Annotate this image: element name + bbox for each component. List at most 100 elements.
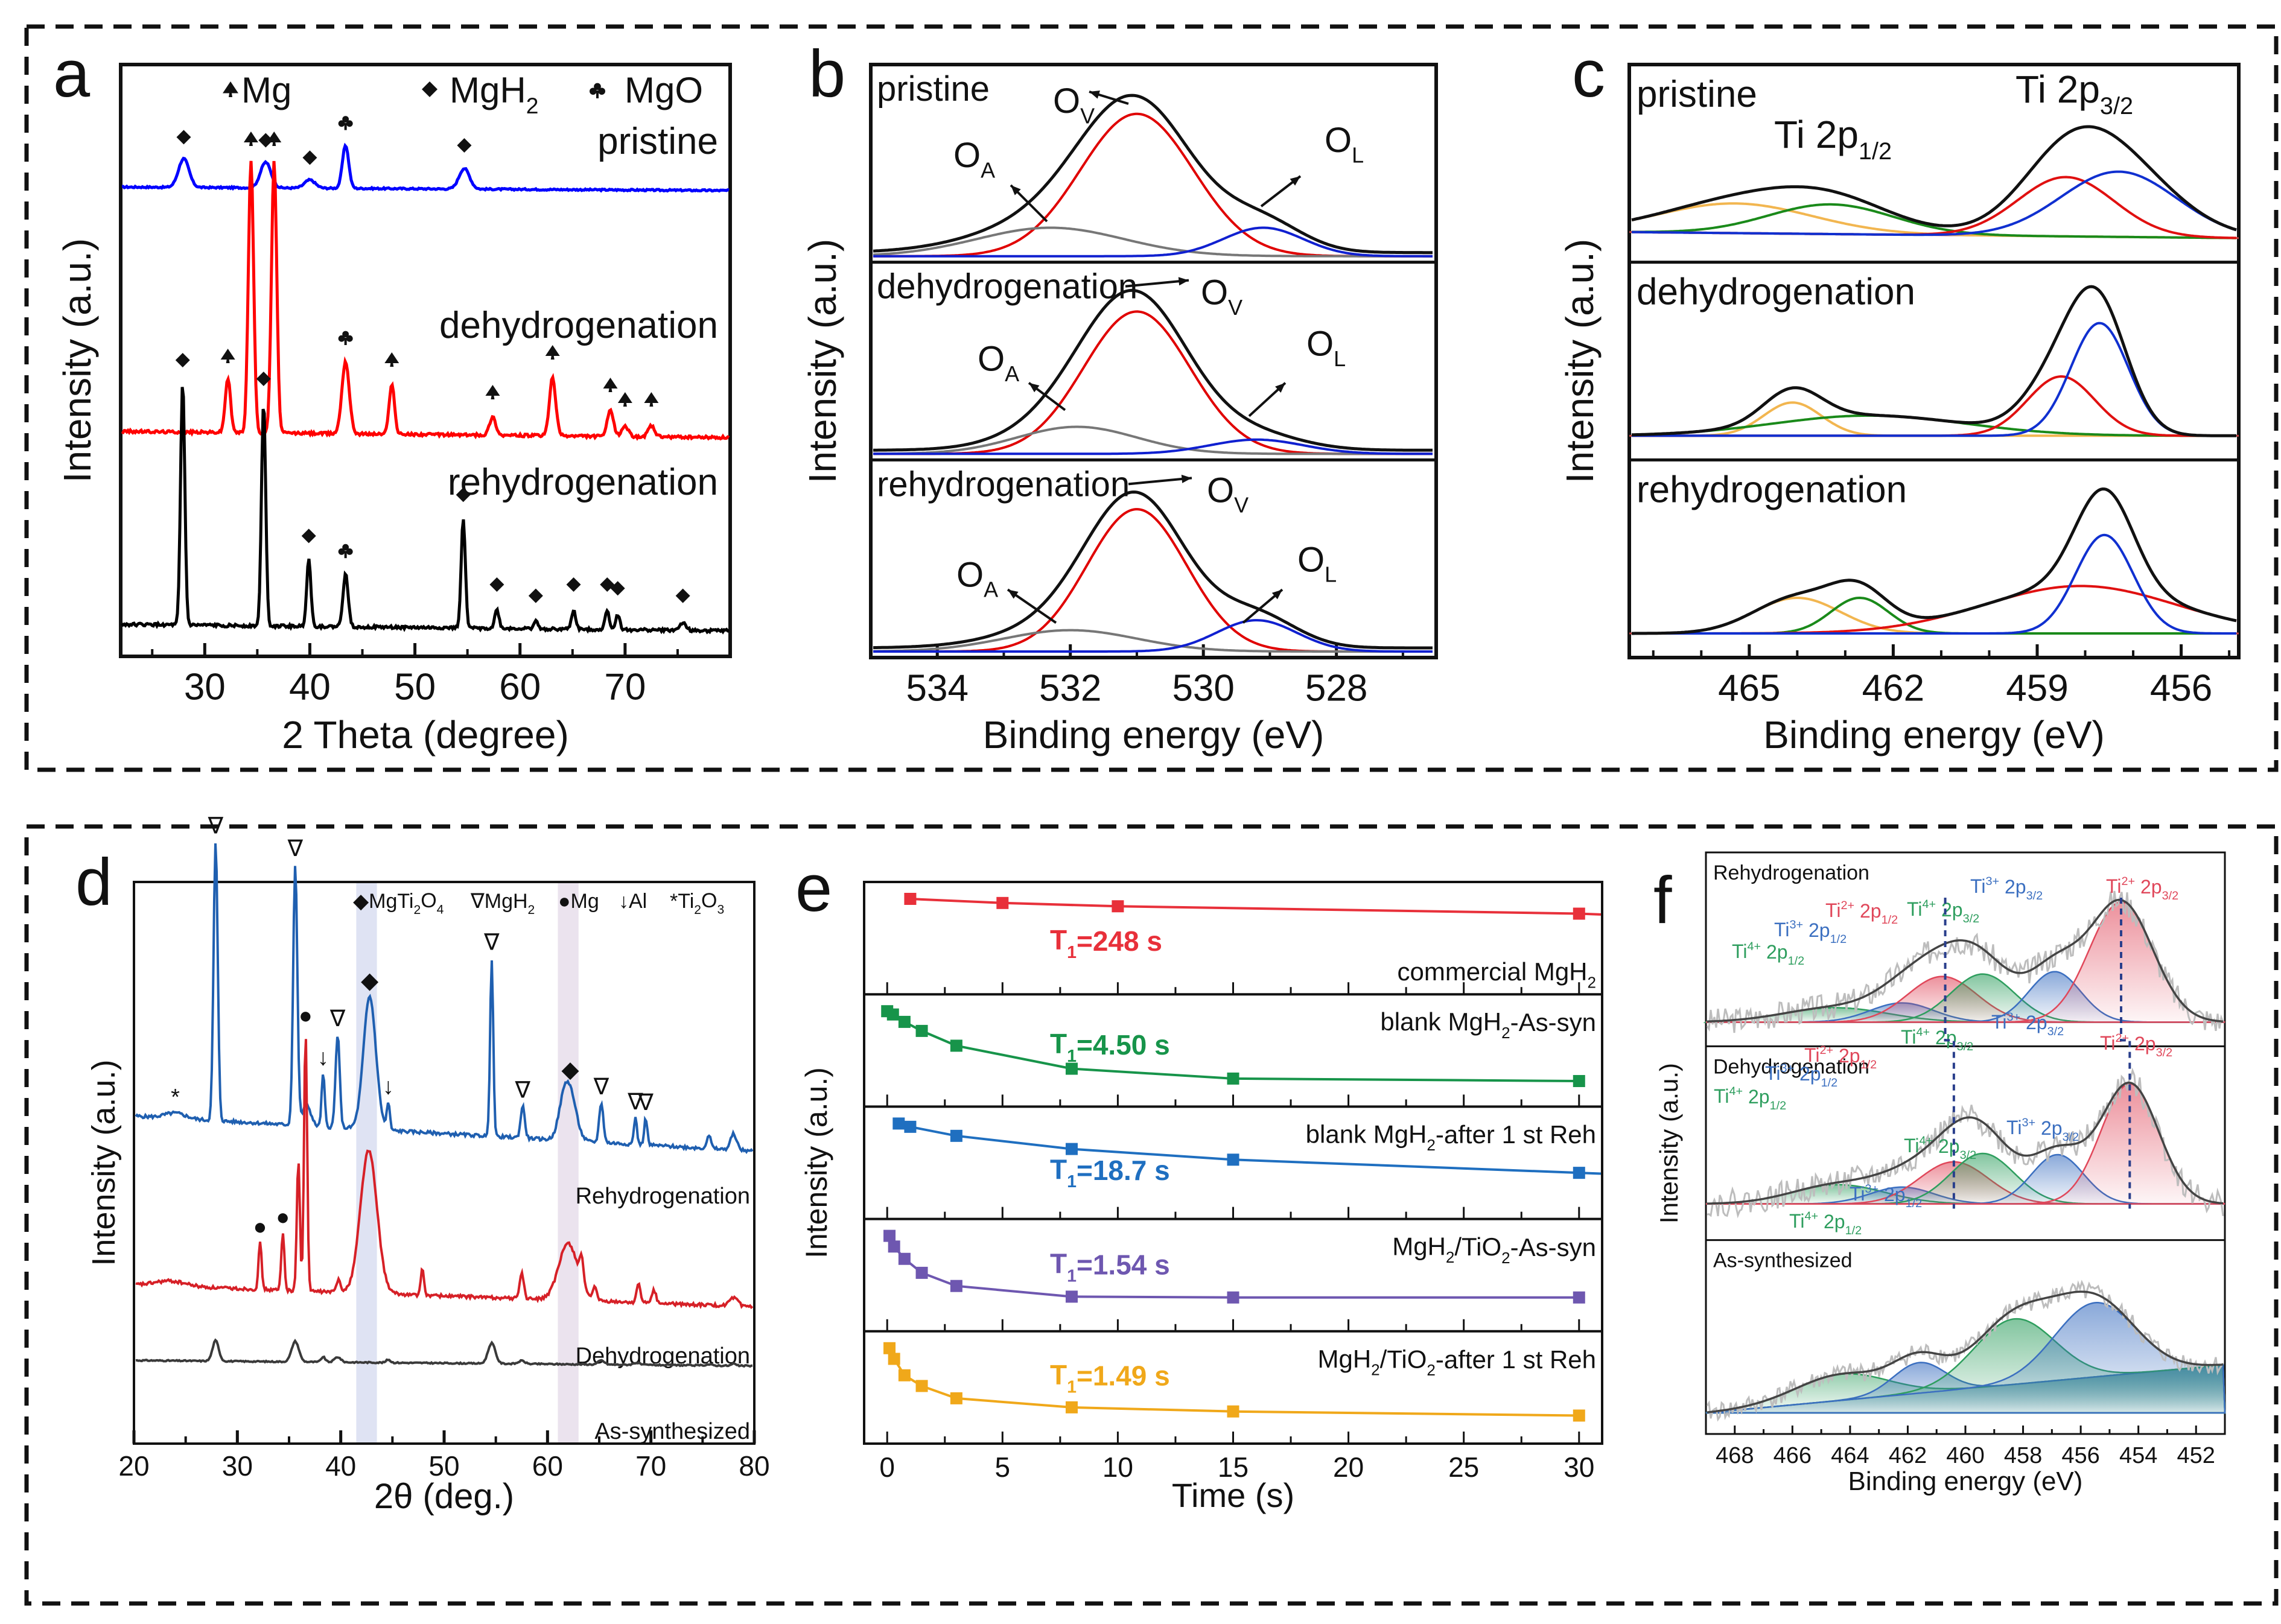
t1-label: T1=1.49 s xyxy=(1050,1359,1170,1397)
x-tick-label: 532 xyxy=(1039,667,1101,709)
y-axis-title: Intensity (a.u.) xyxy=(1558,239,1602,484)
annotation-OV: OV xyxy=(1207,471,1249,517)
peak-label: Ti3+ 2p1/2 xyxy=(1850,1182,1922,1210)
peak-label-part: 2+ xyxy=(1819,1044,1833,1057)
envelope-fit xyxy=(1707,1081,2224,1205)
data-point xyxy=(888,1353,900,1365)
data-point xyxy=(1227,1072,1239,1085)
envelope-fit xyxy=(1632,487,2237,635)
annotation-OL-part: O xyxy=(1325,121,1352,160)
peak-label-part: 1/2 xyxy=(1821,1076,1838,1090)
x-axis-title: Binding energy (eV) xyxy=(1848,1467,2083,1496)
x-tick-label: 60 xyxy=(532,1450,563,1482)
series-label-pristine: pristine xyxy=(597,121,718,162)
annotation-OV-part: V xyxy=(1234,493,1249,518)
annotation-ti2p12-part: 1/2 xyxy=(1859,138,1892,165)
diamond-marker-icon xyxy=(302,150,317,165)
x-tick-label: 25 xyxy=(1448,1451,1479,1483)
peak-marker-icon: ● xyxy=(276,1205,290,1230)
legend-ti2o3: *Ti2O3 xyxy=(670,889,724,917)
club-marker-icon xyxy=(344,551,347,559)
peak-label: Ti2+ 2p3/2 xyxy=(2100,1032,2172,1059)
peak-label-part: 1/2 xyxy=(1770,1099,1787,1112)
t1-label-part: =1.54 s xyxy=(1077,1249,1170,1280)
panel-label-d: d xyxy=(75,845,112,919)
envelope-fit xyxy=(1707,1290,2224,1413)
peak-label-part: 3/2 xyxy=(1963,912,1980,925)
series-label-part: blank MgH xyxy=(1306,1120,1427,1148)
series-label: blank MgH2-As-syn xyxy=(1380,1007,1596,1042)
series-label-dehydrogenation: dehydrogenation xyxy=(439,305,718,346)
x-axis-title: Binding energy (eV) xyxy=(983,713,1325,756)
club-marker-icon xyxy=(342,116,349,123)
peak-marker-icon: ↓ xyxy=(383,1074,394,1099)
diamond-marker-icon xyxy=(457,138,472,153)
x-tick-label: 50 xyxy=(428,1450,459,1482)
highlight-band xyxy=(558,882,579,1444)
data-point xyxy=(1227,1291,1239,1304)
subplot-label: dehydrogenation xyxy=(1637,271,1915,313)
subplot-label: dehydrogenation xyxy=(877,267,1137,306)
legend-ti2o3-part: *Ti xyxy=(670,890,694,913)
peak-label: Ti3+ 2p3/2 xyxy=(1991,1010,2064,1038)
peak-label-part: Ti xyxy=(1774,919,1789,940)
legend-mgh2-part: ∇MgH xyxy=(470,890,528,913)
peak-label-part: 2p xyxy=(1854,900,1881,922)
series-label: MgH2/TiO2-after 1 st Reh xyxy=(1317,1345,1596,1379)
peak-label-part: 2p xyxy=(1833,1045,1860,1067)
club-marker-icon xyxy=(346,548,353,555)
peak-label-part: 1/2 xyxy=(1882,913,1898,927)
legend-mgh2-part: 2 xyxy=(526,93,539,118)
data-point xyxy=(915,1266,928,1279)
x-tick-label: 462 xyxy=(1889,1443,1927,1468)
t1-label-part: =4.50 s xyxy=(1077,1029,1170,1061)
diamond-marker-icon xyxy=(528,588,543,603)
x-tick-label: 454 xyxy=(2119,1443,2157,1468)
arrowhead-icon xyxy=(1008,589,1019,599)
subplot-label: Dehydrogenation xyxy=(1713,1055,1869,1078)
series-label-part: /TiO xyxy=(1380,1345,1427,1373)
peak-label-part: 2+ xyxy=(2115,1032,2129,1045)
peak-label-part: Ti xyxy=(1804,1044,1819,1066)
peak-label: Ti4+ 2p1/2 xyxy=(1732,940,1804,968)
peak-label-part: 3/2 xyxy=(1957,1040,1974,1053)
annotation-OL: OL xyxy=(1297,540,1337,586)
peak-label-part: 3/2 xyxy=(2047,1025,2064,1038)
spade-marker-icon xyxy=(243,132,258,146)
arrowhead-icon xyxy=(1029,382,1040,393)
annotation-OV-part: O xyxy=(1053,81,1080,121)
data-point xyxy=(883,1342,896,1354)
peak-label-part: Ti xyxy=(1970,875,1985,897)
legend-mgh2: MgH2 xyxy=(450,70,538,118)
legend-mgh2-part: MgH xyxy=(450,70,526,110)
club-marker-icon xyxy=(596,90,599,98)
peak-label-part: 3+ xyxy=(1789,918,1803,931)
panel-label-a: a xyxy=(53,37,91,111)
data-point xyxy=(1065,1062,1078,1075)
x-tick-label: 20 xyxy=(1333,1451,1364,1483)
t1-label: T1=1.54 s xyxy=(1050,1248,1170,1286)
club-marker-icon xyxy=(590,87,597,95)
diamond-marker-icon xyxy=(256,372,271,386)
subplot-label: rehydrogenation xyxy=(1637,469,1907,510)
subplot-label: As-synthesized xyxy=(1713,1249,1853,1272)
y-axis-title: Intensity (a.u.) xyxy=(801,239,844,484)
data-point xyxy=(1227,1405,1239,1418)
arrowhead-icon xyxy=(1089,90,1100,99)
x-tick-label: 70 xyxy=(604,666,646,708)
peak-label-part: 3/2 xyxy=(2063,1131,2079,1144)
peak-marker-icon: ∇ xyxy=(627,1090,643,1115)
data-point xyxy=(883,1229,896,1242)
peak-label-part: 2p xyxy=(2020,1012,2047,1033)
annotation-OA: OA xyxy=(978,340,1019,386)
peak-label-part: Ti xyxy=(1732,940,1747,962)
x-tick-label: 15 xyxy=(1218,1451,1249,1483)
x-axis-title: Time (s) xyxy=(1172,1476,1294,1514)
peak-label-part: 4+ xyxy=(1804,1210,1818,1223)
peak-label-part: Ti xyxy=(1789,1210,1804,1232)
component-green xyxy=(1632,203,2236,239)
annotation-OV: OV xyxy=(1201,273,1242,320)
